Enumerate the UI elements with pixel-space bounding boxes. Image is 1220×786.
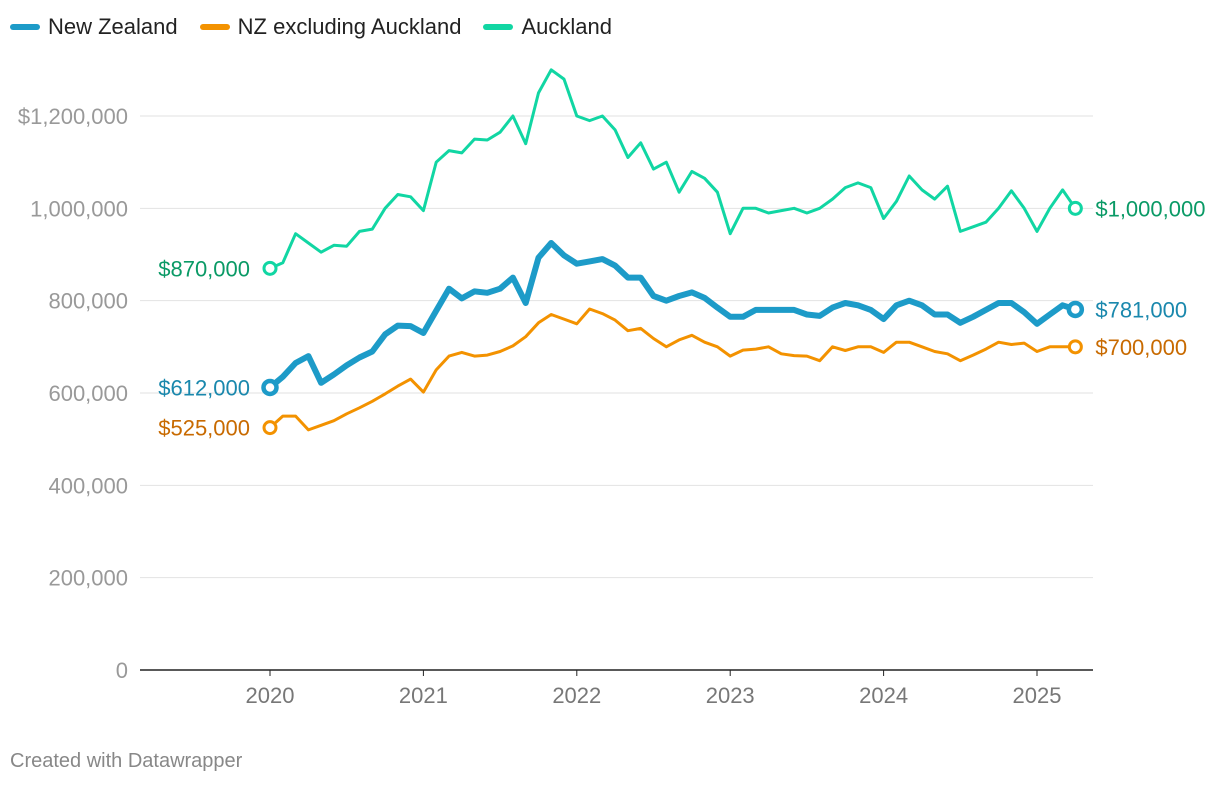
footer-credit: Created with Datawrapper (10, 750, 243, 772)
y-tick-label-2: 400,000 (48, 473, 128, 498)
series-end-point-new-zealand (1066, 300, 1085, 319)
series-end-label-auckland: $1,000,000 (1095, 196, 1205, 221)
y-tick-label-6: $1,200,000 (18, 104, 128, 129)
y-tick-label-0: 0 (116, 658, 128, 683)
x-tick-label-2024: 2024 (859, 683, 908, 708)
legend-swatch-nz-excluding-auckland (199, 24, 230, 30)
series-start-label-new-zealand: $612,000 (158, 375, 250, 400)
series-end-label-nz-excluding-auckland: $700,000 (1095, 335, 1187, 360)
y-tick-label-5: 1,000,000 (30, 196, 128, 221)
x-tick-label-2020: 2020 (246, 683, 295, 708)
legend-item-new-zealand[interactable]: New Zealand (10, 14, 178, 40)
series-end-label-new-zealand: $781,000 (1095, 297, 1187, 322)
x-tick-label-2022: 2022 (552, 683, 601, 708)
y-tick-label-4: 800,000 (48, 289, 128, 314)
x-tick-label-2021: 2021 (399, 683, 448, 708)
legend-swatch-auckland (483, 24, 514, 30)
legend-label-auckland: Auckland (521, 14, 612, 39)
legend-item-nz-excluding-auckland[interactable]: NZ excluding Auckland (199, 14, 462, 40)
series-line-auckland (268, 68, 1077, 270)
series-start-point-auckland (262, 260, 278, 276)
y-tick-label-1: 200,000 (48, 566, 128, 591)
line-chart: 0 200,000 400,000 600,000 800,000 1,000,000 $1… (18, 68, 1205, 708)
series-line-new-zealand (267, 240, 1079, 391)
legend-item-auckland[interactable]: Auckland (483, 14, 612, 40)
y-tick-label-3: 600,000 (48, 381, 128, 406)
series-start-label-nz-excluding-auckland: $525,000 (158, 416, 250, 441)
series-end-point-nz-excluding-auckland (1067, 339, 1083, 355)
series-start-point-nz-excluding-auckland (262, 420, 278, 436)
series-line-nz-excluding-auckland (268, 307, 1077, 432)
legend-label-nz-excluding-auckland: NZ excluding Auckland (237, 14, 462, 39)
x-tick-label-2023: 2023 (706, 683, 755, 708)
series-end-point-auckland (1067, 200, 1083, 216)
series-start-point-new-zealand (261, 378, 279, 397)
legend-label-new-zealand: New Zealand (48, 14, 178, 39)
x-tick-label-2025: 2025 (1013, 683, 1062, 708)
legend-swatch-new-zealand (10, 24, 40, 30)
series-start-label-auckland: $870,000 (158, 256, 250, 281)
legend: New Zealand NZ excluding Auckland Auckla… (10, 14, 612, 40)
